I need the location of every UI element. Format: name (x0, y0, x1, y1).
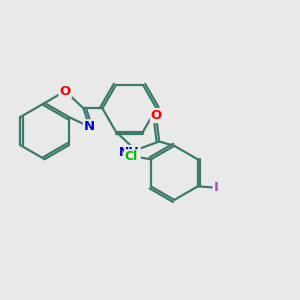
Text: NH: NH (119, 146, 140, 159)
Text: Cl: Cl (125, 150, 138, 163)
Text: I: I (214, 181, 218, 194)
Text: N: N (84, 120, 95, 133)
Text: O: O (151, 109, 162, 122)
Text: O: O (59, 85, 71, 98)
